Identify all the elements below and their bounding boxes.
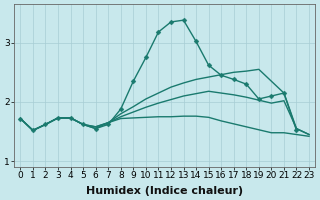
X-axis label: Humidex (Indice chaleur): Humidex (Indice chaleur) <box>86 186 243 196</box>
